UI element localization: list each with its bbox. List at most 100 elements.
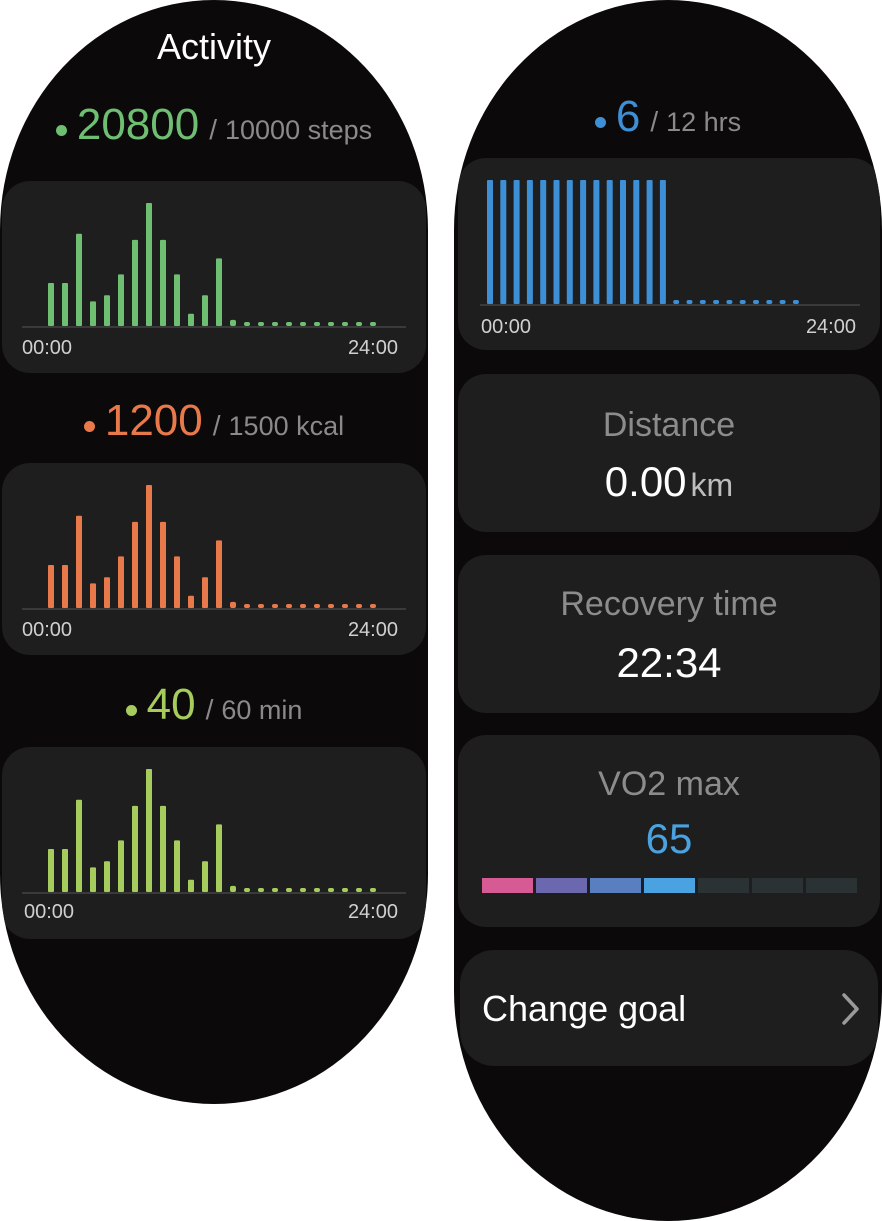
chart-bar	[272, 322, 278, 326]
chart-bar	[606, 180, 613, 304]
steps-value: 20800	[76, 100, 200, 149]
chart-bar	[146, 769, 152, 892]
chart-bar	[202, 295, 208, 326]
chart-start-label: 00:00	[22, 619, 73, 641]
chart-bar	[188, 313, 194, 326]
chart-bar	[62, 564, 68, 608]
chart-bar	[132, 239, 138, 326]
chart-bar	[62, 848, 68, 892]
chart-bar	[104, 577, 110, 608]
calories-chart-card[interactable]: 00:00 24:00	[2, 463, 426, 655]
chart-bar	[216, 258, 222, 326]
calories-value: 1200	[104, 396, 203, 445]
chart-bar	[118, 840, 124, 892]
calories-goal: 1500 kcal	[228, 411, 345, 441]
vo2-card[interactable]: VO2 max 65	[458, 735, 880, 927]
chart-bar	[160, 239, 166, 326]
steps-chart-svg	[22, 203, 406, 328]
chart-bar	[146, 203, 152, 326]
chart-bar	[300, 604, 306, 608]
chart-bar	[90, 301, 96, 326]
chart-bar	[258, 322, 264, 326]
minutes-chart-card[interactable]: 00:00 24:00	[2, 747, 426, 939]
distance-card[interactable]: Distance 0.00 km	[458, 374, 880, 532]
page-title: Activity	[156, 26, 271, 67]
chart-bar	[620, 180, 626, 304]
distance-label: Distance	[602, 406, 736, 444]
chart-bar	[216, 824, 222, 892]
chart-bar	[132, 521, 138, 608]
chart-bar	[118, 556, 124, 608]
chart-bar	[659, 180, 666, 304]
chart-bar	[370, 604, 376, 608]
chart-bar	[356, 888, 362, 892]
hours-chart-card[interactable]: 00:00 24:00	[458, 158, 880, 350]
steps-chart-card[interactable]: 00:00 24:00	[2, 181, 426, 373]
chart-bar	[146, 485, 152, 608]
chevron-right-icon	[840, 992, 862, 1031]
vo2-scale-segment	[806, 878, 857, 893]
chart-bar	[174, 556, 180, 608]
chart-bar	[48, 848, 54, 892]
change-goal-button[interactable]: Change goal	[460, 950, 878, 1066]
chart-bar	[48, 282, 54, 326]
minutes-value: 40	[146, 680, 196, 729]
chart-bar	[258, 604, 264, 608]
minutes-dot-icon	[125, 705, 137, 717]
chart-bar	[633, 180, 640, 304]
chart-bar	[90, 583, 96, 608]
chart-bar	[500, 180, 507, 304]
chart-bar	[104, 861, 110, 892]
chart-bar	[356, 604, 362, 608]
calories-separator: /	[212, 410, 221, 441]
vo2-scale-segment	[698, 878, 749, 893]
chart-bar	[244, 888, 250, 892]
chart-bar	[76, 515, 82, 608]
chart-bar	[104, 295, 110, 326]
recovery-label: Recovery time	[560, 585, 778, 623]
chart-bar	[202, 861, 208, 892]
chart-bar	[753, 300, 759, 304]
chart-bar	[90, 867, 96, 892]
vo2-scale-segment	[590, 878, 641, 893]
distance-value-row: 0.00 km	[458, 458, 880, 506]
chart-bar	[328, 322, 334, 326]
chart-bar	[62, 282, 68, 326]
chart-bar	[566, 180, 573, 304]
chart-start-label: 00:00	[22, 337, 73, 359]
calories-chart-svg	[22, 485, 406, 610]
minutes-separator: /	[205, 694, 214, 725]
chart-bar	[216, 540, 222, 608]
chart-bar	[244, 322, 250, 326]
recovery-card[interactable]: Recovery time 22:34	[458, 555, 880, 713]
minutes-metric: 40 /60 min	[0, 680, 428, 730]
chart-bar	[792, 300, 799, 304]
chart-bar	[713, 300, 720, 304]
hours-separator: /	[650, 106, 659, 137]
chart-bar	[132, 805, 138, 892]
chart-bar	[286, 604, 292, 608]
chart-bar	[370, 322, 376, 326]
chart-bar	[230, 601, 236, 608]
steps-separator: /	[209, 114, 217, 145]
activity-screen: Activity 20800 / 10000 steps 00:00 24:00 1…	[0, 0, 428, 1104]
calories-dot-icon	[83, 421, 95, 433]
chart-bar	[160, 805, 166, 892]
chart-bar	[686, 300, 693, 304]
chart-bar	[328, 604, 334, 608]
vo2-scale-segment	[482, 878, 533, 893]
chart-bar	[174, 274, 180, 326]
minutes-goal: 60 min	[221, 695, 303, 725]
chart-bar	[272, 888, 278, 892]
minutes-chart-svg	[22, 769, 406, 894]
chart-bar	[314, 888, 320, 892]
chart-bar	[202, 577, 208, 608]
chart-bar	[487, 180, 493, 304]
calories-metric: 1200 /1500 kcal	[0, 396, 428, 446]
chart-bar	[160, 521, 166, 608]
chart-bar	[540, 180, 547, 304]
chart-bar	[766, 300, 773, 304]
change-goal-label: Change goal	[482, 988, 687, 1029]
vo2-value: 65	[645, 815, 693, 862]
chart-bar	[76, 233, 82, 326]
